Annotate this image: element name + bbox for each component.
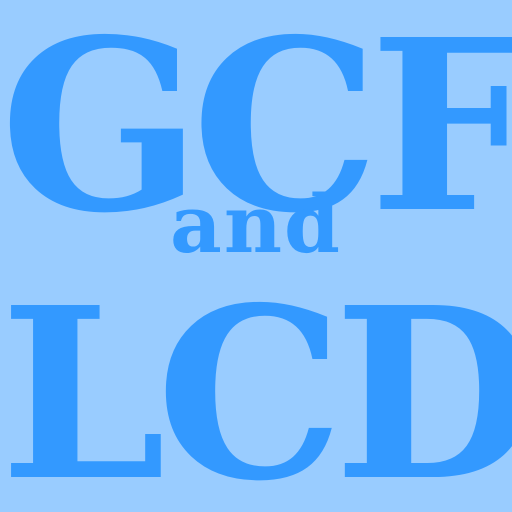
title-line-and: and <box>170 177 342 271</box>
title-line-lcd: LCD <box>0 255 512 512</box>
title-line-gcf: GCF <box>0 0 512 265</box>
